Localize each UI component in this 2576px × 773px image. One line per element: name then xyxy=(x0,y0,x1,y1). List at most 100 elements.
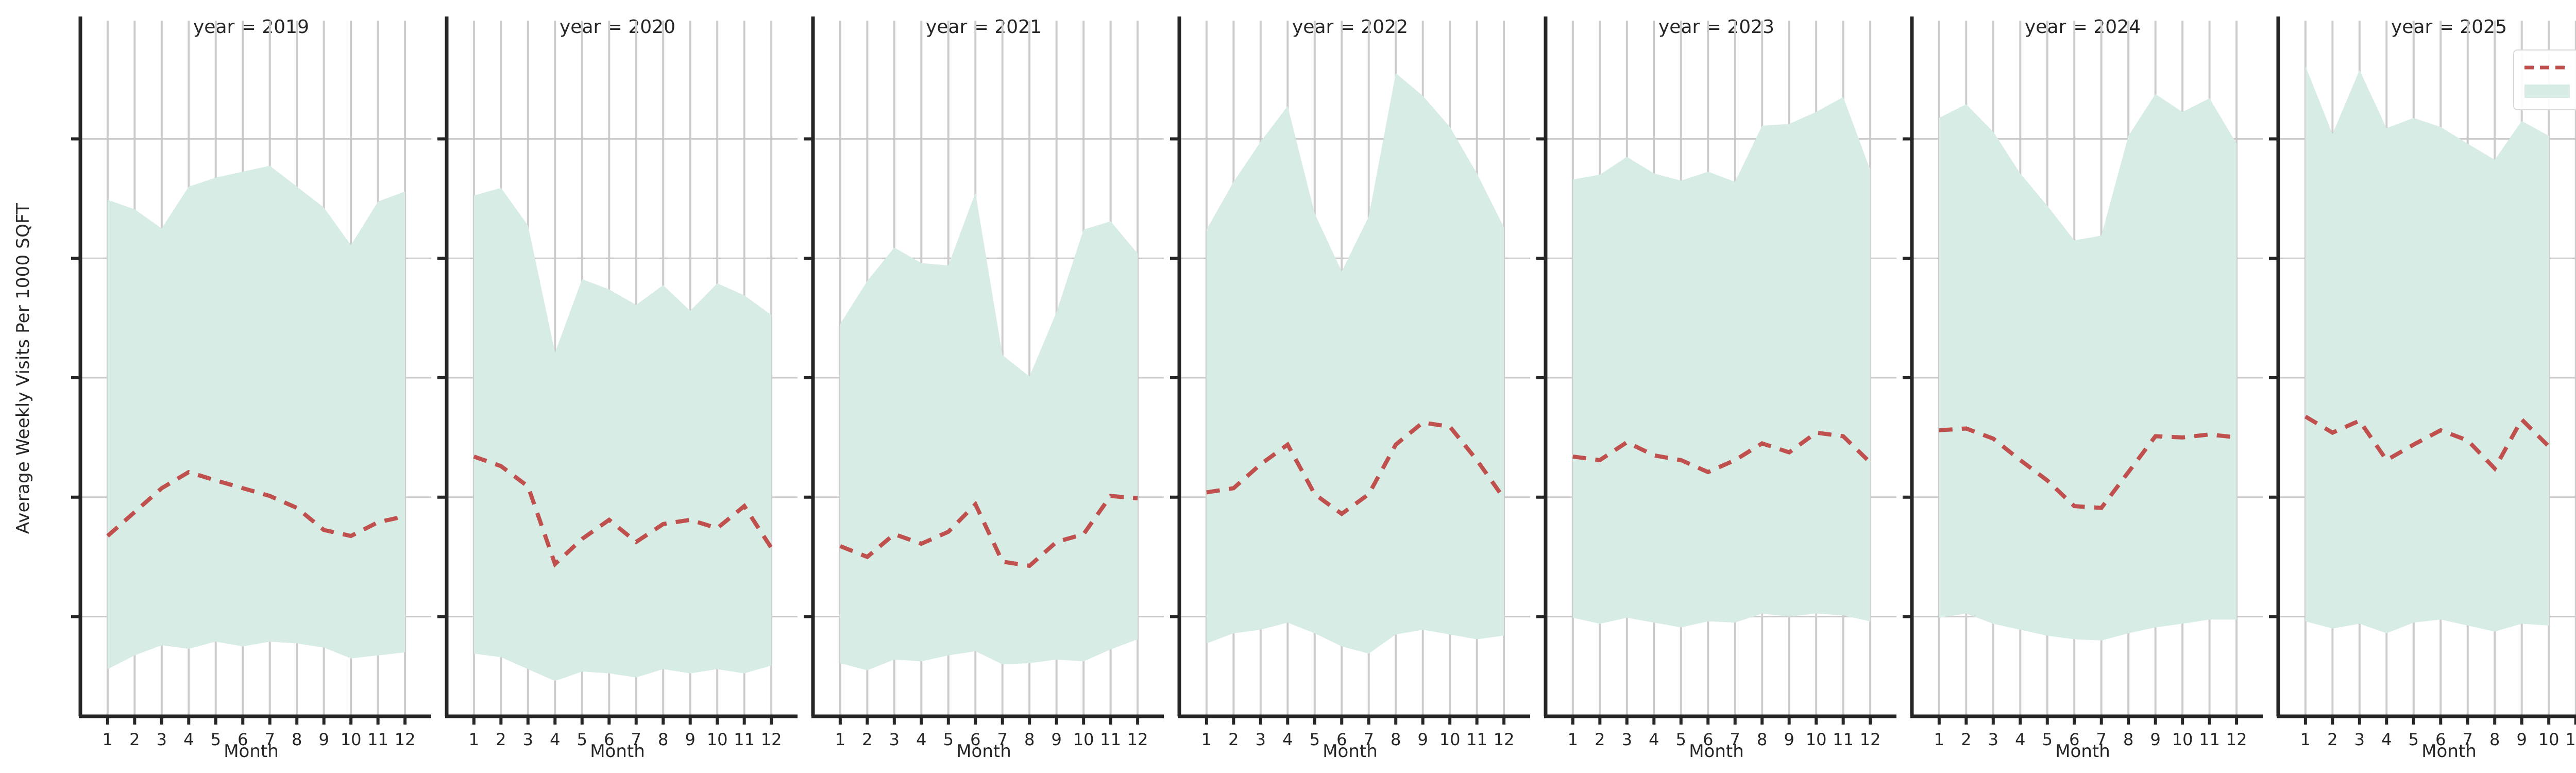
x-axis-label-2020: Month xyxy=(590,741,645,762)
x-axis-label-2023: Month xyxy=(1689,741,1744,762)
x-tick-label: 8 xyxy=(2123,730,2133,749)
median-line-2022 xyxy=(1206,420,1506,517)
x-tick-label: 12 xyxy=(1494,730,1515,749)
x-tick-label: 9 xyxy=(2150,730,2161,749)
x-tick-label: 1 xyxy=(1201,730,1212,749)
x-tick-label: 6 xyxy=(970,730,980,749)
x-tick-label: 2 xyxy=(2327,730,2337,749)
x-tick-label: 8 xyxy=(2489,730,2500,749)
x-tick-label: 10 xyxy=(2172,730,2193,749)
plot-area-2020: 1 2 3 4 5 6 7 8 9 10 11 12 xyxy=(437,16,798,749)
x-tick-label: 11 xyxy=(1833,730,1854,749)
panel-title-2025: year = 2025 xyxy=(2391,16,2507,38)
x-tick-label: 10 xyxy=(1073,730,1094,749)
y-axis-label: Average Weekly Visits Per 1000 SQFT xyxy=(13,203,33,534)
x-tick-label: 9 xyxy=(685,730,696,749)
facet-panel-2023: year = 2023 Month 1 2 3 4 5 6 7 8 9 10 11 12 xyxy=(1533,0,1900,773)
x-tick-label: 7 xyxy=(265,730,275,749)
x-tick-label: 3 xyxy=(889,730,900,749)
x-tick-label: 7 xyxy=(1364,730,1374,749)
x-tick-label: 11 xyxy=(734,730,755,749)
panel-title-2019: year = 2019 xyxy=(193,16,309,38)
x-tick-label: 10 xyxy=(341,730,362,749)
percentile-band-2023 xyxy=(1572,97,1871,628)
median-line-2023 xyxy=(1572,430,1872,475)
x-tick-label: 7 xyxy=(631,730,641,749)
x-tick-label: 1 xyxy=(1934,730,1944,749)
x-tick-label: 12 xyxy=(1860,730,1881,749)
panel-title-2023: year = 2023 xyxy=(1658,16,1774,38)
x-tick-label: 7 xyxy=(1730,730,1740,749)
facet-panel-2022: year = 2022 Month 1 2 3 4 5 6 7 8 9 10 11 12 xyxy=(1167,0,1533,773)
plot-area-2023: 1 2 3 4 5 6 7 8 9 10 11 12 xyxy=(1536,16,1896,749)
plot-area-2021: 1 2 3 4 5 6 7 8 9 10 11 12 xyxy=(804,16,1164,749)
x-tick-label: 2 xyxy=(1961,730,1971,749)
x-tick-label: 1 xyxy=(2300,730,2311,749)
x-tick-label: 2 xyxy=(1595,730,1605,749)
x-tick-label: 3 xyxy=(523,730,533,749)
x-tick-label: 11 xyxy=(2199,730,2220,749)
x-tick-label: 11 xyxy=(1466,730,1487,749)
x-tick-label: 8 xyxy=(1757,730,1767,749)
x-axis-label-2021: Month xyxy=(956,741,1011,762)
x-tick-label: 6 xyxy=(238,730,248,749)
x-tick-label: 12 xyxy=(395,730,416,749)
x-tick-label: 8 xyxy=(1391,730,1401,749)
x-tick-label: 3 xyxy=(1988,730,1998,749)
x-tick-label: 6 xyxy=(1336,730,1347,749)
x-tick-label: 6 xyxy=(2435,730,2446,749)
legend-item-percentile-band: 25th-75th Percentile xyxy=(2523,79,2576,103)
x-tick-label: 11 xyxy=(1100,730,1121,749)
x-axis-label-2022: Month xyxy=(1323,741,1378,762)
percentile-band-2022 xyxy=(1206,73,1504,654)
panel-title-2024: year = 2024 xyxy=(2025,16,2141,38)
x-tick-label: 11 xyxy=(2565,730,2576,749)
median-line-2025 xyxy=(2304,414,2550,472)
x-tick-label: 4 xyxy=(1649,730,1659,749)
x-tick-label: 10 xyxy=(2538,730,2560,749)
x-tick-label: 6 xyxy=(604,730,614,749)
median-line-2021 xyxy=(839,494,1138,568)
x-tick-label: 3 xyxy=(157,730,167,749)
x-axis-label-2025: Month xyxy=(2421,741,2477,762)
x-tick-label: 7 xyxy=(2096,730,2107,749)
x-tick-label: 12 xyxy=(761,730,782,749)
x-tick-label: 5 xyxy=(943,730,954,749)
percentile-band-2024 xyxy=(1939,94,2237,641)
x-tick-label: 9 xyxy=(1784,730,1794,749)
facet-panel-2021: year = 2021 Month 1 2 3 4 5 6 7 8 9 10 11 12 xyxy=(801,0,1167,773)
x-tick-label: 2 xyxy=(1228,730,1239,749)
chart-legend: Median 25th-75th Percentile xyxy=(2513,49,2576,110)
facet-panel-2024: year = 2024 Month 1 2 3 4 5 6 7 8 9 10 11 12 xyxy=(1900,0,2266,773)
x-tick-label: 9 xyxy=(2517,730,2527,749)
x-tick-label: 8 xyxy=(658,730,668,749)
median-line-2024 xyxy=(1939,426,2237,510)
x-tick-label: 9 xyxy=(1052,730,1062,749)
x-tick-label: 4 xyxy=(1282,730,1293,749)
x-tick-label: 1 xyxy=(835,730,845,749)
x-tick-label: 2 xyxy=(496,730,506,749)
x-tick-label: 7 xyxy=(2463,730,2473,749)
x-tick-label: 3 xyxy=(1622,730,1632,749)
facet-panel-2019: year = 2019Month246810123456789101112 xyxy=(68,0,434,773)
x-axis-label-2019: Month xyxy=(224,741,279,762)
percentile-band-2020 xyxy=(473,188,772,681)
x-tick-label: 5 xyxy=(1310,730,1320,749)
x-tick-label: 4 xyxy=(2381,730,2392,749)
plot-area-2022: 1 2 3 4 5 6 7 8 9 10 11 12 xyxy=(1170,16,1530,749)
x-axis-label-2024: Month xyxy=(2055,741,2110,762)
percentile-band-2019 xyxy=(107,165,405,669)
x-tick-label: 7 xyxy=(997,730,1008,749)
x-tick-label: 3 xyxy=(1256,730,1266,749)
x-tick-label: 8 xyxy=(292,730,302,749)
x-tick-label: 2 xyxy=(862,730,872,749)
x-tick-label: 8 xyxy=(1024,730,1035,749)
x-tick-label: 9 xyxy=(1418,730,1428,749)
x-tick-label: 2 xyxy=(129,730,140,749)
x-tick-label: 4 xyxy=(2015,730,2025,749)
x-tick-label: 6 xyxy=(1703,730,1713,749)
x-tick-label: 11 xyxy=(367,730,388,749)
median-line-2019 xyxy=(106,469,405,539)
